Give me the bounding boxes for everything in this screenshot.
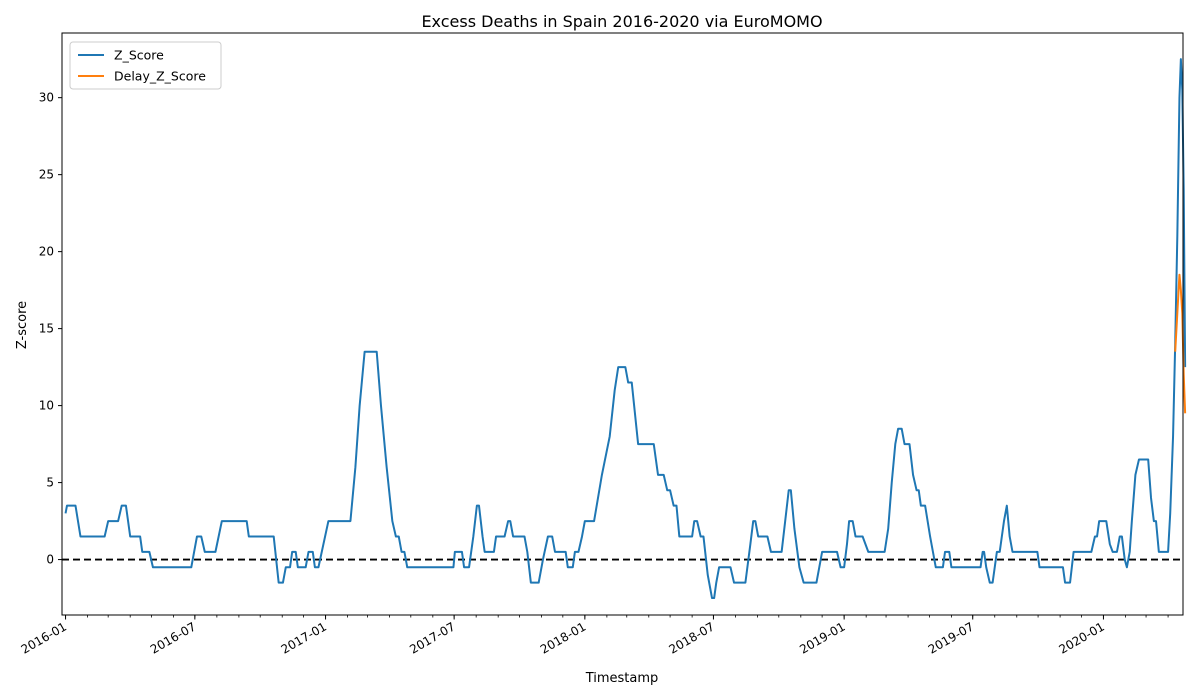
y-axis-label: Z-score [15,301,30,349]
y-tick-label: 10 [39,399,54,413]
series-line-z-score [64,58,1187,600]
y-tick-label: 30 [39,91,54,105]
y-tick-label: 15 [39,322,54,336]
legend-box [69,41,222,90]
y-tick-label: 20 [39,245,54,259]
chart-title: Excess Deaths in Spain 2016-2020 via Eur… [421,12,822,31]
plot-area [62,58,1187,600]
legend: Z_Score Delay_Z_Score [69,41,222,90]
series-line-delay-z-score [1174,273,1187,414]
y-tick-label: 5 [46,476,54,490]
legend-label: Z_Score [114,48,164,63]
x-axis-label: Timestamp [585,671,659,686]
y-tick-label: 0 [46,553,54,567]
y-tick-label: 25 [39,168,54,182]
plot-frame [61,32,1184,616]
legend-label: Delay_Z_Score [114,69,206,84]
